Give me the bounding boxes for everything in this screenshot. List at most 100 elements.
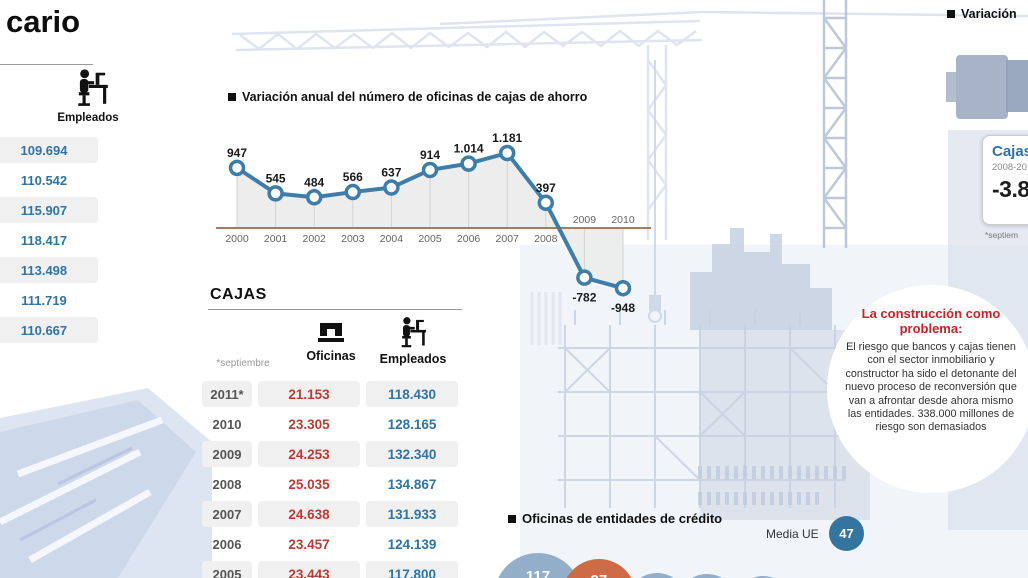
cajas-summary-box: Cajas 2008-20 -3.88 bbox=[982, 135, 1028, 225]
table-cell-ofi: 24.253 bbox=[258, 441, 360, 467]
chart-value-label: 545 bbox=[266, 171, 286, 185]
chart-data-point bbox=[576, 269, 593, 286]
chart-data-point bbox=[498, 144, 516, 162]
empleados-value-list: 109.694 110.542 115.907 118.417 113.498 111.7… bbox=[0, 137, 98, 347]
chart-year-tick-label: 2006 bbox=[457, 233, 481, 245]
table-cell-emp: 117.800 bbox=[366, 561, 458, 578]
chart-year-tick-label: 2000 bbox=[225, 233, 249, 245]
table-cell-emp: 128.165 bbox=[387, 416, 437, 432]
chart-value-label: 484 bbox=[304, 175, 324, 189]
oficinas-column-label: Oficinas bbox=[306, 349, 356, 363]
top-right-section-label: Variación bbox=[947, 7, 1017, 21]
table-row: 2008 25.035 134.867 bbox=[202, 471, 458, 497]
table-cell-year: 2008 bbox=[212, 476, 242, 492]
cajas-box-period: 2008-20 bbox=[992, 162, 1027, 173]
table-row: 2005 23.443 117.800 bbox=[202, 561, 458, 578]
offices-line-chart: 947 545 484 566 637 914 1.014 1.181 397 -782 -948 2… bbox=[216, 131, 651, 315]
media-ue-label: Media UE bbox=[766, 527, 819, 541]
table-cell-ofi: 23.305 bbox=[288, 416, 330, 432]
credit-offices-title: Oficinas de entidades de crédito bbox=[508, 511, 722, 526]
table-cell-ofi: 23.457 bbox=[288, 536, 330, 552]
cajas-box-title: Cajas bbox=[992, 143, 1028, 160]
table-row: 2009 24.253 132.340 bbox=[202, 441, 458, 467]
construction-note-circle: La construcción como problema: El riesgo… bbox=[827, 285, 1028, 493]
table-cell-emp: 124.139 bbox=[387, 536, 437, 552]
chart-year-tick-label: 2005 bbox=[418, 233, 442, 245]
credit-offices-title-text: Oficinas de entidades de crédito bbox=[522, 511, 723, 526]
chart-data-point bbox=[537, 194, 555, 212]
chart-year-tick-label: 2009 bbox=[573, 214, 597, 226]
table-cell-emp: 131.933 bbox=[366, 501, 458, 527]
chart-year-tick-label: 2004 bbox=[380, 233, 404, 245]
offices-chart-title-text: Variación anual del número de oficinas d… bbox=[242, 90, 588, 104]
chart-value-label: 947 bbox=[227, 146, 247, 160]
cajas-box-value: -3.88 bbox=[992, 176, 1028, 202]
empleados-list-item: 110.542 bbox=[20, 172, 68, 188]
square-bullet-icon bbox=[228, 93, 236, 101]
table-cell-ofi: 23.443 bbox=[258, 561, 360, 578]
empleados-column-header: Empleados bbox=[366, 316, 460, 366]
chart-year-tick-label: 2010 bbox=[611, 214, 635, 226]
cajas-footnote-label: *septiembre bbox=[216, 358, 270, 369]
chart-year-tick-label: 2003 bbox=[341, 233, 365, 245]
table-cell-year: 2006 bbox=[212, 536, 242, 552]
chart-data-point bbox=[305, 189, 323, 206]
chart-data-point bbox=[383, 179, 400, 196]
empleados-list-item: 111.719 bbox=[21, 292, 67, 308]
chart-value-label: -948 bbox=[611, 301, 635, 315]
construction-note-body: El riesgo que bancos y cajas tienen con … bbox=[845, 341, 1017, 434]
table-cell-emp: 118.430 bbox=[366, 381, 458, 407]
empleados-list-item: 109.694 bbox=[0, 137, 98, 163]
table-row: 2006 23.457 124.139 bbox=[202, 531, 458, 557]
cajas-table-title: CAJAS bbox=[210, 286, 267, 303]
table-cell-emp: 132.340 bbox=[366, 441, 458, 467]
square-bullet-icon bbox=[947, 10, 955, 18]
table-cell-emp: 134.867 bbox=[387, 476, 437, 492]
empleados-list-item: 110.667 bbox=[0, 317, 98, 343]
empleados-list-item: 113.498 bbox=[0, 257, 98, 283]
chart-value-label: 1.014 bbox=[454, 142, 484, 156]
chart-data-point bbox=[421, 161, 439, 179]
chart-data-point bbox=[344, 183, 362, 201]
empleados-list-item: 118.417 bbox=[20, 232, 68, 248]
chart-data-point bbox=[614, 279, 632, 297]
oficinas-column-header: Oficinas bbox=[282, 322, 380, 363]
employee-at-desk-icon bbox=[74, 68, 110, 113]
employee-at-desk-icon bbox=[401, 317, 427, 348]
table-cell-year: 2011* bbox=[202, 381, 252, 407]
cajas-box-footnote: *septiem bbox=[985, 230, 1019, 240]
cajas-title-divider bbox=[208, 309, 462, 310]
headline-divider bbox=[0, 64, 93, 65]
credit-office-bubble: 60 bbox=[627, 573, 687, 578]
table-cell-year: 2009 bbox=[202, 441, 252, 467]
chart-year-tick-label: 2001 bbox=[264, 233, 288, 245]
chart-data-point bbox=[460, 155, 477, 172]
table-cell-year: 2007 bbox=[202, 501, 252, 527]
chart-year-tick-label: 2007 bbox=[496, 233, 520, 245]
table-cell-ofi: 24.638 bbox=[258, 501, 360, 527]
chart-value-label: 1.181 bbox=[492, 131, 522, 145]
credit-office-bubble: 97 bbox=[562, 559, 636, 578]
chart-year-tick-label: 2002 bbox=[303, 233, 327, 245]
top-right-label-text: Variación bbox=[961, 7, 1017, 21]
empleados-list-item: 115.907 bbox=[0, 197, 98, 223]
table-cell-ofi: 25.035 bbox=[288, 476, 330, 492]
table-cell-ofi: 21.153 bbox=[258, 381, 360, 407]
chart-value-label: 914 bbox=[420, 148, 440, 162]
chart-value-label: -782 bbox=[572, 291, 596, 305]
media-ue-value-circle: 47 bbox=[829, 516, 864, 551]
empleados-column-label: Empleados bbox=[379, 352, 447, 366]
construction-note-title: La construcción como problema: bbox=[861, 306, 1001, 336]
chart-value-label: 637 bbox=[381, 166, 401, 180]
offices-chart-title: Variación anual del número de oficinas d… bbox=[228, 90, 587, 104]
table-cell-year: 2010 bbox=[212, 416, 242, 432]
chart-value-label: 397 bbox=[536, 181, 556, 195]
table-row: 2007 24.638 131.933 bbox=[202, 501, 458, 527]
office-building-icon bbox=[318, 323, 344, 342]
chart-data-point bbox=[267, 185, 284, 202]
chart-year-tick-label: 2008 bbox=[534, 233, 558, 245]
chart-value-label: 566 bbox=[343, 170, 363, 184]
table-row: 2010 23.305 128.165 bbox=[202, 411, 458, 437]
chart-data-point bbox=[228, 159, 246, 177]
